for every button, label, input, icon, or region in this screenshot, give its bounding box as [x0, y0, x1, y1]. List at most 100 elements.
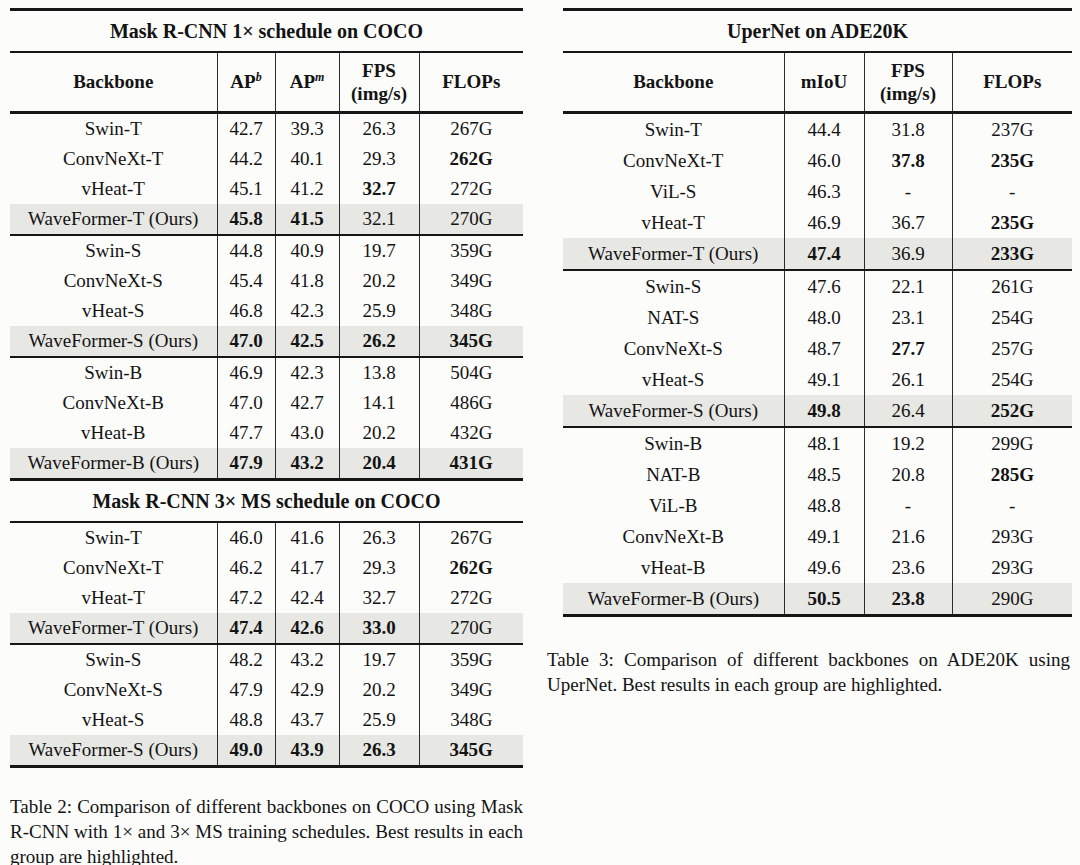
col-backbone: Backbone	[10, 52, 217, 113]
metric-value: 26.3	[339, 522, 419, 553]
metric-value: 44.4	[784, 113, 864, 146]
backbone-name: WaveFormer-T (Ours)	[563, 238, 784, 270]
metric-value: 45.1	[217, 174, 275, 204]
metric-value: 48.5	[784, 459, 864, 490]
backbone-name: ConvNeXt-S	[563, 333, 784, 364]
result-row: ConvNeXt-B47.042.714.1486G	[10, 388, 523, 418]
metric-value: 23.1	[864, 302, 952, 333]
metric-value: 349G	[419, 266, 523, 296]
group-small: Swin-S47.622.1261GNAT-S48.023.1254GConvN…	[563, 270, 1072, 427]
backbone-name: ConvNeXt-T	[10, 144, 217, 174]
result-row: ConvNeXt-T46.037.8235G	[563, 145, 1072, 176]
metric-value: 41.8	[275, 266, 339, 296]
backbone-name: ViL-B	[563, 490, 784, 521]
backbone-name: ConvNeXt-T	[10, 553, 217, 583]
metric-value: 432G	[419, 418, 523, 448]
backbone-name: WaveFormer-T (Ours)	[10, 204, 217, 235]
metric-value: 40.9	[275, 235, 339, 266]
metric-value: 46.0	[217, 522, 275, 553]
metric-value: 49.8	[784, 395, 864, 427]
backbone-name: Swin-B	[10, 357, 217, 388]
metric-value: 42.9	[275, 675, 339, 705]
metric-value: 359G	[419, 644, 523, 675]
metric-value: 272G	[419, 174, 523, 204]
mask-rcnn-coco-table: Mask R-CNN 1× schedule on COCO Backbone …	[10, 8, 523, 768]
metric-value: 254G	[952, 302, 1072, 333]
metric-value: 47.4	[784, 238, 864, 270]
metric-value: 45.8	[217, 204, 275, 235]
col-fps: FPS(img/s)	[339, 52, 419, 113]
backbone-name: vHeat-S	[563, 364, 784, 395]
col-ap-mask: APm	[275, 52, 339, 113]
metric-value: 48.2	[217, 644, 275, 675]
result-row: vHeat-S49.126.1254G	[563, 364, 1072, 395]
metric-value: 237G	[952, 113, 1072, 146]
result-row: ViL-B48.8--	[563, 490, 1072, 521]
table-2-caption: Table 2: Comparison of different backbon…	[10, 794, 523, 865]
backbone-name: WaveFormer-S (Ours)	[563, 395, 784, 427]
metric-value: 26.1	[864, 364, 952, 395]
result-row: ConvNeXt-B49.121.6293G	[563, 521, 1072, 552]
metric-value: 47.7	[217, 418, 275, 448]
metric-value: -	[952, 490, 1072, 521]
metric-value: 29.3	[339, 553, 419, 583]
metric-value: 47.0	[217, 326, 275, 357]
metric-value: 48.8	[217, 705, 275, 735]
backbone-name: WaveFormer-S (Ours)	[10, 326, 217, 357]
metric-value: 23.6	[864, 552, 952, 583]
result-row: vHeat-T45.141.232.7272G	[10, 174, 523, 204]
metric-value: 262G	[419, 553, 523, 583]
result-row-ours: WaveFormer-T (Ours)47.442.633.0270G	[10, 613, 523, 644]
col-flops: FLOPs	[952, 52, 1072, 113]
result-row-ours: WaveFormer-S (Ours)47.042.526.2345G	[10, 326, 523, 357]
metric-value: 20.2	[339, 418, 419, 448]
metric-value: 299G	[952, 427, 1072, 459]
backbone-name: ConvNeXt-T	[563, 145, 784, 176]
result-row: vHeat-T46.936.7235G	[563, 207, 1072, 238]
result-row: vHeat-S48.843.725.9348G	[10, 705, 523, 735]
metric-value: 504G	[419, 357, 523, 388]
page: Mask R-CNN 1× schedule on COCO Backbone …	[0, 0, 1080, 865]
metric-value: 254G	[952, 364, 1072, 395]
result-row: Swin-S48.243.219.7359G	[10, 644, 523, 675]
metric-value: 235G	[952, 145, 1072, 176]
metric-value: 19.2	[864, 427, 952, 459]
metric-value: 22.1	[864, 270, 952, 302]
metric-value: 486G	[419, 388, 523, 418]
backbone-name: vHeat-B	[563, 552, 784, 583]
backbone-name: Swin-B	[563, 427, 784, 459]
metric-value: 46.0	[784, 145, 864, 176]
metric-value: 25.9	[339, 705, 419, 735]
backbone-name: vHeat-B	[10, 418, 217, 448]
backbone-name: WaveFormer-B (Ours)	[10, 448, 217, 480]
metric-value: 49.1	[784, 521, 864, 552]
result-row: ConvNeXt-S48.727.7257G	[563, 333, 1072, 364]
metric-value: 293G	[952, 552, 1072, 583]
result-row: Swin-T42.739.326.3267G	[10, 113, 523, 145]
result-row-ours: WaveFormer-T (Ours)45.841.532.1270G	[10, 204, 523, 235]
result-row: ConvNeXt-T46.241.729.3262G	[10, 553, 523, 583]
backbone-name: Swin-T	[10, 522, 217, 553]
backbone-name: Swin-T	[563, 113, 784, 146]
metric-value: 43.2	[275, 448, 339, 480]
metric-value: 41.5	[275, 204, 339, 235]
group-tiny-3x: Swin-T46.041.626.3267GConvNeXt-T46.241.7…	[10, 522, 523, 644]
metric-value: 290G	[952, 583, 1072, 616]
metric-value: 20.4	[339, 448, 419, 480]
metric-value: 49.6	[784, 552, 864, 583]
metric-value: 40.1	[275, 144, 339, 174]
result-row-ours: WaveFormer-S (Ours)49.043.926.3345G	[10, 735, 523, 767]
backbone-name: ConvNeXt-B	[10, 388, 217, 418]
metric-value: 47.2	[217, 583, 275, 613]
group-small-3x: Swin-S48.243.219.7359GConvNeXt-S47.942.9…	[10, 644, 523, 767]
metric-value: 270G	[419, 613, 523, 644]
metric-value: -	[952, 176, 1072, 207]
metric-value: 272G	[419, 583, 523, 613]
metric-value: 20.2	[339, 266, 419, 296]
group-small-1x: Swin-S44.840.919.7359GConvNeXt-S45.441.8…	[10, 235, 523, 357]
result-row: vHeat-T47.242.432.7272G	[10, 583, 523, 613]
table-3-panel: UperNet on ADE20K Backbone mIoU FPS(img/…	[563, 8, 1072, 697]
metric-value: 349G	[419, 675, 523, 705]
result-row: NAT-B48.520.8285G	[563, 459, 1072, 490]
metric-value: 285G	[952, 459, 1072, 490]
